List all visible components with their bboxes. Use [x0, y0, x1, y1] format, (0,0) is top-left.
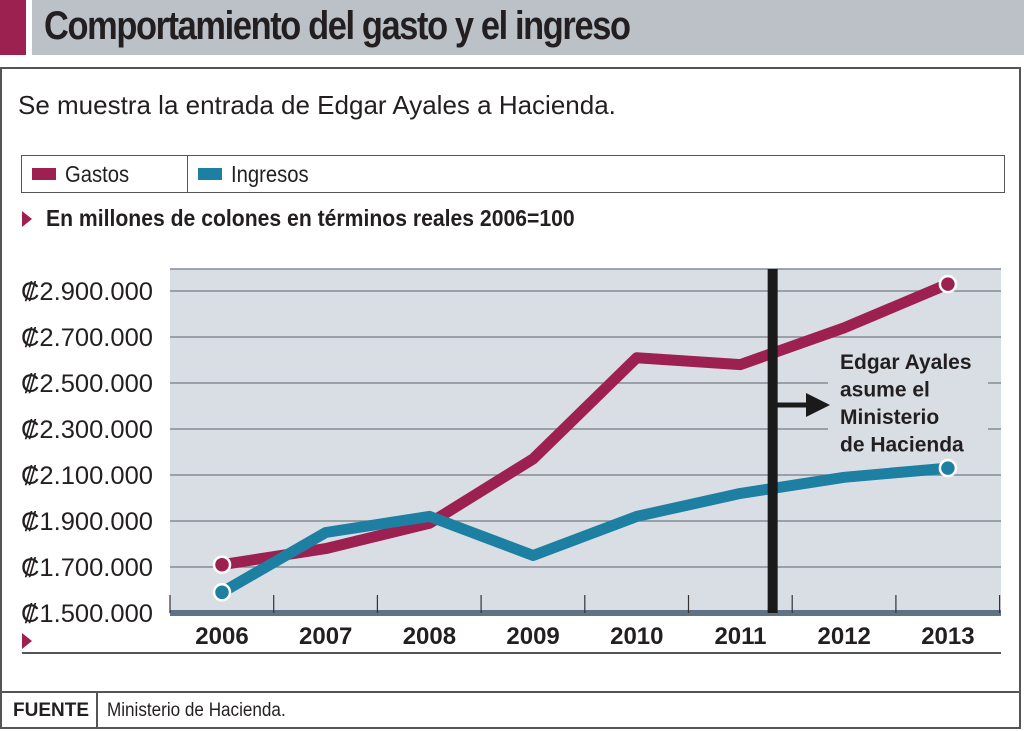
y-tick-label: ₡1.700.000	[21, 554, 153, 582]
y-tick-label: ₡1.900.000	[21, 508, 153, 536]
x-axis-bar	[170, 610, 1001, 616]
legend-item-gastos: Gastos	[22, 156, 188, 192]
bottom-rule	[22, 652, 1001, 654]
x-tick-label: 2008	[403, 623, 456, 650]
source-separator	[96, 692, 98, 729]
bottom-triangle-icon	[22, 633, 32, 649]
chart-frame-left-edge	[0, 67, 2, 729]
chart-frame	[0, 67, 1021, 729]
title-accent-bar	[0, 0, 26, 55]
event-line	[767, 269, 778, 613]
series-line-ingresos	[219, 462, 949, 598]
annotation: Edgar Ayales asume el Ministerio de Haciend…	[767, 269, 988, 613]
legend-swatch-ingresos	[198, 168, 222, 180]
data-point-gastos	[212, 555, 232, 574]
legend: Gastos Ingresos	[21, 155, 1005, 193]
series-lines	[212, 274, 958, 602]
source-label: FUENTE	[13, 700, 89, 721]
y-tick-label: ₡2.300.000	[21, 416, 153, 444]
y-tick-label: ₡2.900.000	[21, 278, 153, 306]
unit-note: En millones de colones en términos reale…	[22, 205, 621, 232]
x-tick-label: 2012	[818, 623, 871, 650]
legend-swatch-gastos	[32, 168, 56, 180]
unit-note-text: En millones de colones en términos reale…	[46, 205, 575, 231]
legend-item-ingresos: Ingresos	[188, 156, 319, 192]
x-tick-label: 2006	[195, 623, 248, 650]
triangle-bullet-icon	[22, 210, 32, 227]
annotation-text: Ministerio	[840, 406, 939, 429]
title-bar: Comportamiento del gasto y el ingreso	[32, 0, 1024, 55]
y-axis-labels: ₡1.500.000 ₡1.700.000 ₡1.900.000 ₡2.100.000…	[21, 278, 153, 628]
x-tick-label: 2010	[610, 623, 663, 650]
legend-label-gastos: Gastos	[65, 160, 130, 187]
arrow-right-icon	[806, 393, 830, 417]
annotation-background	[828, 352, 988, 456]
annotation-text: de Hacienda	[840, 434, 964, 457]
legend-label-ingresos: Ingresos	[231, 160, 309, 187]
source-divider	[0, 691, 1021, 693]
x-axis: 2006 2007 2008 2009 2010 2011 2012 2013	[169, 595, 1001, 650]
data-point-ingresos	[212, 583, 232, 602]
y-tick-label: ₡2.500.000	[21, 370, 153, 398]
annotation-text: asume el	[840, 379, 930, 402]
data-point-ingresos	[938, 458, 958, 478]
x-tick-label: 2011	[714, 623, 766, 650]
y-tick-label: ₡1.500.000	[21, 600, 153, 628]
data-point-gastos	[938, 274, 958, 294]
page-title: Comportamiento del gasto y el ingreso	[44, 4, 631, 48]
x-tick-label: 2013	[921, 623, 974, 650]
x-tick-label: 2007	[299, 623, 352, 650]
series-line-gastos	[221, 279, 951, 571]
y-tick-label: ₡2.100.000	[21, 462, 153, 490]
y-tick-label: ₡2.700.000	[21, 324, 153, 352]
source-text: Ministerio de Hacienda.	[107, 700, 286, 721]
x-tick-label: 2009	[506, 623, 559, 650]
annotation-text: Edgar Ayales	[840, 351, 972, 374]
chart-subtitle: Se muestra la entrada de Edgar Ayales a …	[18, 90, 616, 120]
